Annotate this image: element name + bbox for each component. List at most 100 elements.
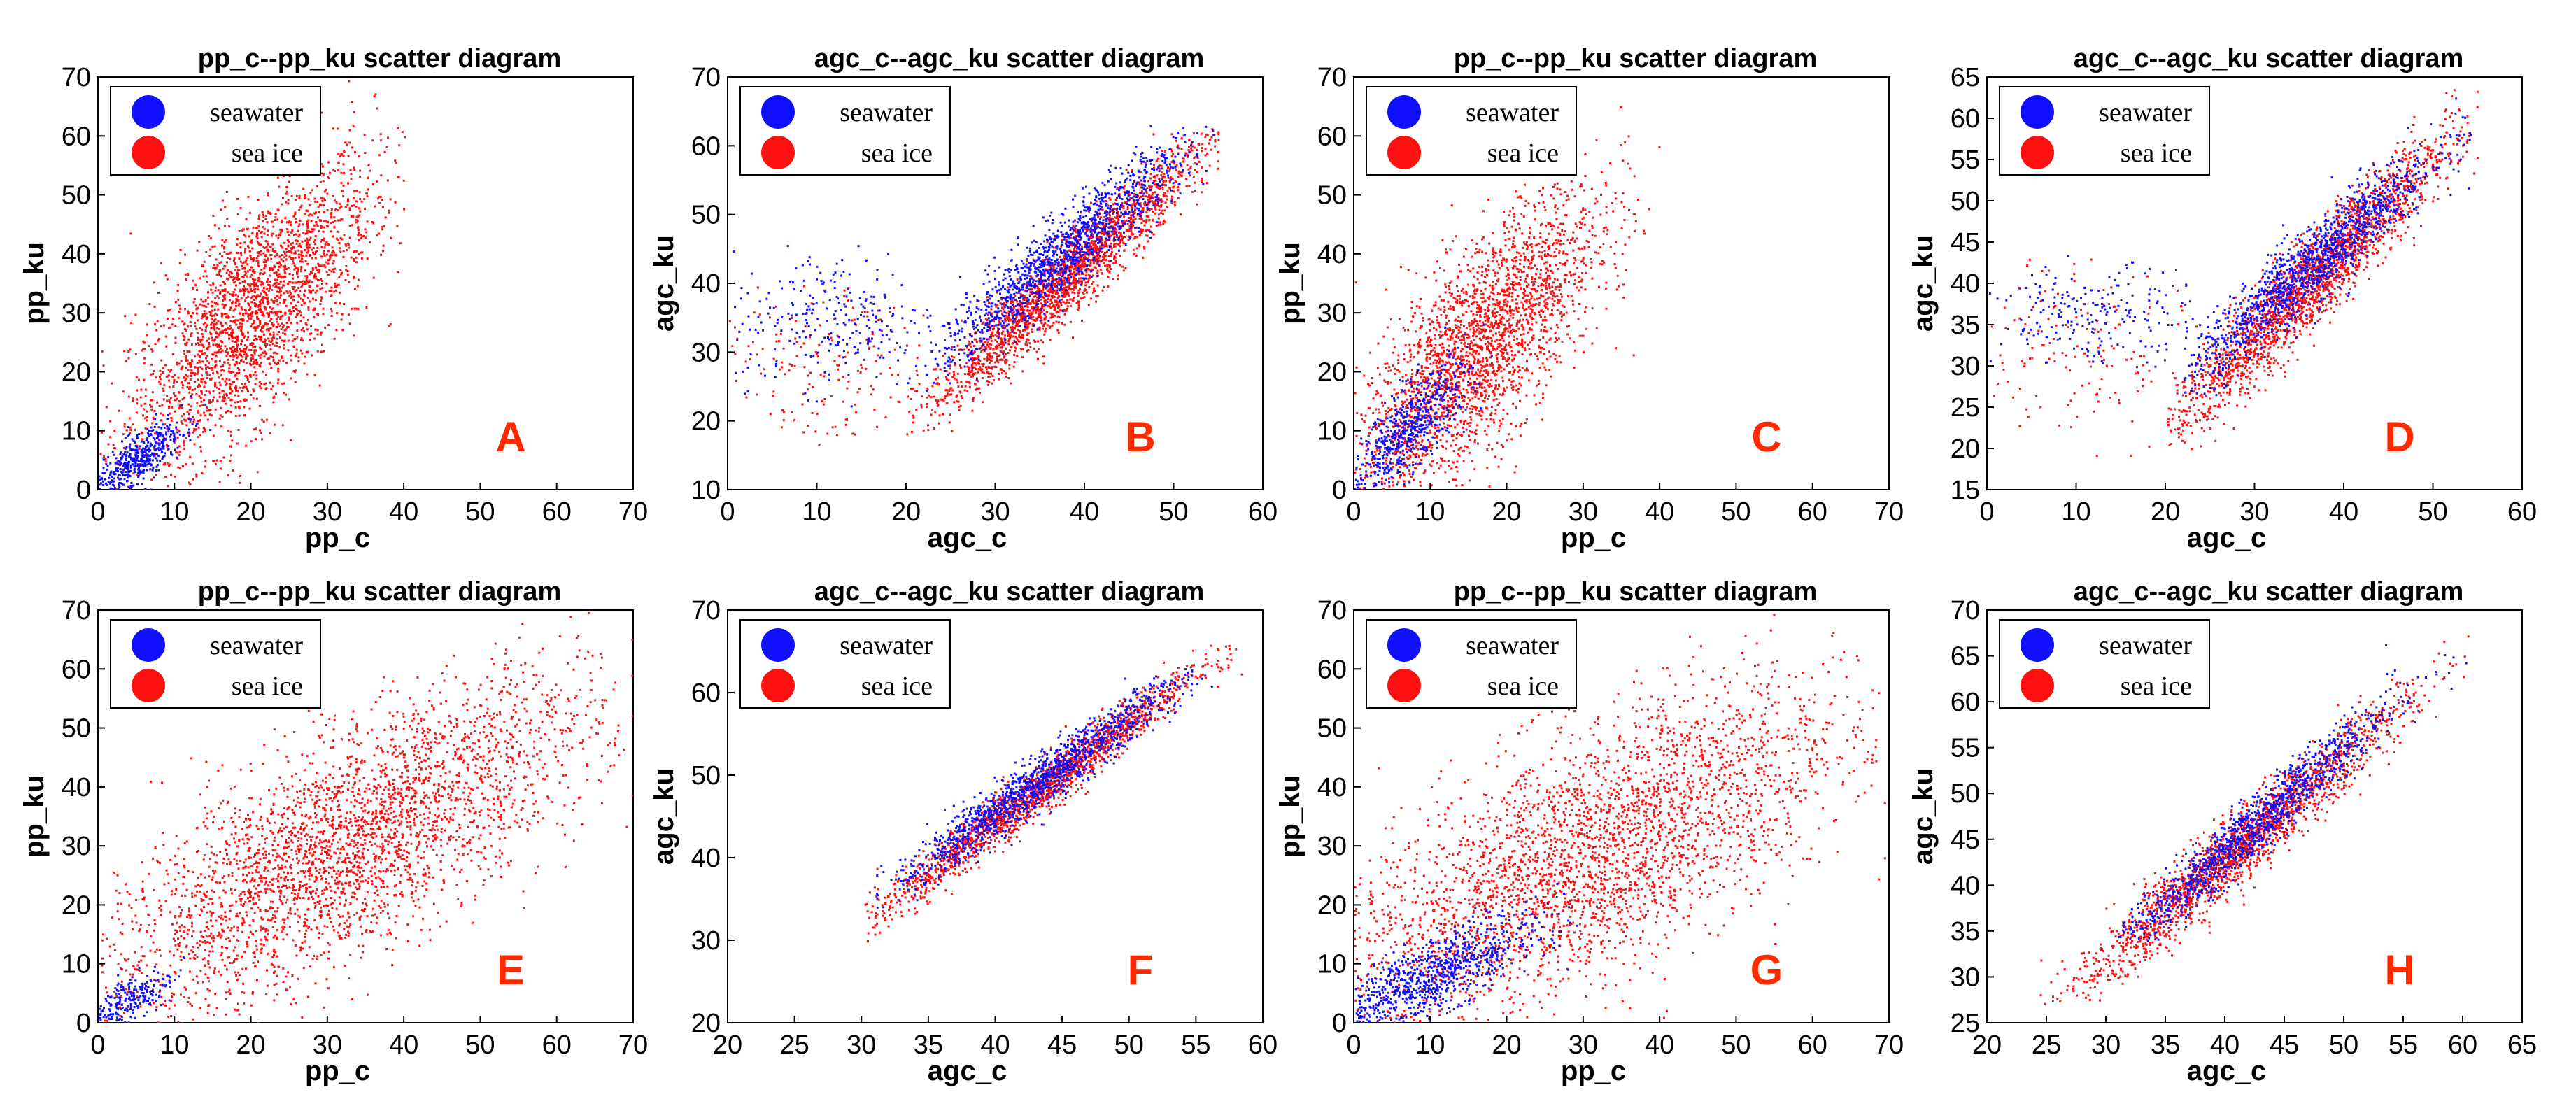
data-point — [268, 284, 271, 286]
data-point — [318, 211, 320, 213]
data-point — [99, 488, 101, 490]
data-point — [1110, 251, 1113, 254]
data-point — [175, 451, 177, 454]
data-point — [1083, 296, 1086, 299]
data-point — [1033, 347, 1035, 350]
data-point — [323, 199, 326, 202]
data-point — [301, 284, 304, 287]
data-point — [120, 458, 122, 461]
data-point — [240, 327, 243, 330]
data-point — [277, 370, 280, 373]
data-point — [1012, 329, 1014, 332]
data-point — [1175, 164, 1178, 166]
data-point — [389, 198, 392, 201]
data-point — [229, 460, 232, 462]
data-point — [353, 250, 355, 253]
data-point — [169, 326, 171, 329]
data-point — [1036, 296, 1039, 299]
data-point — [206, 406, 208, 409]
data-point — [194, 366, 197, 369]
data-point — [350, 256, 353, 259]
data-point — [342, 155, 345, 157]
data-point — [231, 272, 234, 275]
data-point — [127, 467, 129, 469]
data-point — [128, 445, 131, 448]
data-point — [198, 350, 201, 353]
data-point — [206, 409, 208, 412]
data-point — [1106, 265, 1109, 268]
data-point — [196, 362, 199, 364]
data-point — [273, 336, 275, 339]
data-point — [1105, 210, 1107, 213]
data-point — [309, 236, 312, 239]
data-point — [1028, 342, 1031, 345]
data-point — [236, 276, 239, 279]
data-point — [118, 482, 120, 485]
data-point — [232, 295, 235, 297]
data-point — [155, 453, 158, 455]
data-point — [260, 250, 262, 253]
data-point — [239, 246, 242, 249]
data-point — [243, 274, 246, 276]
data-point — [208, 390, 211, 393]
data-point — [280, 290, 282, 292]
data-point — [1075, 287, 1077, 290]
data-point — [276, 299, 278, 302]
data-point — [178, 317, 181, 320]
data-point — [235, 360, 238, 363]
data-point — [292, 281, 295, 284]
data-point — [1149, 185, 1152, 188]
data-point — [1068, 265, 1070, 268]
data-point — [227, 326, 229, 329]
data-point — [145, 463, 148, 466]
data-point — [225, 382, 228, 385]
data-point — [368, 169, 371, 172]
data-point — [330, 211, 333, 214]
y-axis-label: pp_ku — [19, 242, 50, 325]
data-point — [129, 429, 132, 432]
data-point — [159, 460, 162, 462]
data-point — [341, 190, 344, 192]
data-point — [250, 318, 253, 320]
data-point — [240, 343, 242, 346]
data-point — [269, 381, 271, 384]
data-point — [958, 409, 961, 411]
data-point — [933, 395, 935, 398]
data-point — [236, 273, 239, 276]
data-point — [225, 383, 227, 386]
data-point — [341, 329, 344, 332]
data-point — [189, 420, 192, 423]
data-point — [1060, 245, 1063, 248]
data-point — [267, 192, 269, 194]
data-point — [220, 348, 222, 350]
data-point — [178, 406, 181, 409]
data-point — [290, 224, 292, 226]
data-point — [283, 382, 285, 385]
data-point — [187, 431, 190, 434]
data-point — [256, 251, 259, 254]
data-point — [1049, 325, 1052, 328]
data-point — [272, 401, 275, 404]
data-point — [1068, 249, 1071, 252]
data-point — [1063, 287, 1066, 289]
data-point — [270, 341, 273, 343]
data-point — [996, 357, 998, 360]
data-point — [136, 465, 139, 467]
data-point — [202, 427, 205, 430]
data-point — [134, 462, 137, 465]
data-point — [316, 350, 319, 353]
data-point — [295, 281, 297, 284]
data-point — [1074, 281, 1077, 284]
data-point — [1045, 257, 1048, 260]
data-point — [222, 306, 225, 309]
data-point — [271, 248, 274, 250]
data-point — [187, 413, 190, 416]
data-point — [234, 385, 237, 388]
data-point — [243, 369, 246, 371]
data-point — [178, 304, 181, 307]
data-point — [337, 283, 340, 286]
data-point — [1113, 236, 1116, 238]
data-point — [1083, 260, 1086, 262]
data-point — [317, 313, 320, 316]
data-point — [239, 252, 242, 254]
